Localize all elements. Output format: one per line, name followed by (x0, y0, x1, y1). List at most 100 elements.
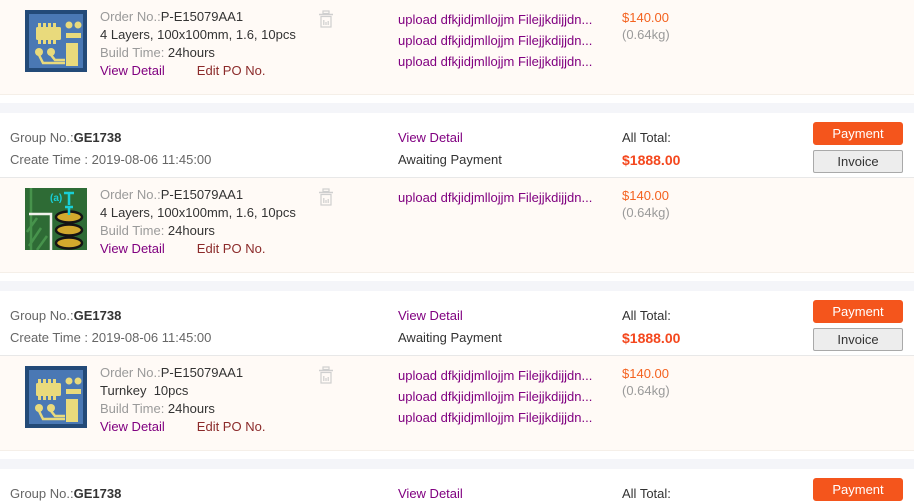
group-status: Awaiting Payment (398, 330, 502, 345)
all-total-label: All Total: (622, 486, 671, 501)
order-no-label: Order No.: (100, 187, 161, 202)
edit-po-link[interactable]: Edit PO No. (196, 241, 266, 256)
order-price: $140.00 (622, 366, 669, 381)
upload-file-link[interactable]: upload dfkjidjmllojjm Filejjkdijjdn... (398, 190, 593, 205)
upload-file-link[interactable]: upload dfkjidjmllojjm Filejjkdijjdn... (398, 33, 593, 48)
price-column: $140.00 (0.64kg) (622, 187, 670, 221)
trash-icon (318, 10, 334, 28)
payment-button[interactable]: Payment (813, 122, 903, 145)
upload-files: upload dfkjidjmllojjm Filejjkdijjdn... (398, 187, 592, 208)
order-price: $140.00 (622, 188, 669, 203)
create-time-value: 2019-08-06 11:45:00 (91, 152, 212, 167)
separator-band (0, 281, 914, 291)
group-total-col: All Total: $1888.00 (622, 127, 680, 171)
group-info: Group No.:GE1738 Create Time : 2019-08-0… (10, 483, 211, 501)
upload-file-link[interactable]: upload dfkjidjmllojjm Filejjkdijjdn... (398, 54, 593, 69)
order-no-label: Order No.: (100, 365, 161, 380)
build-time-value: 24hours (167, 45, 215, 60)
group-total-col: All Total: $1888.00 (622, 483, 680, 501)
order-spec: Turnkey 10pcs (100, 383, 189, 398)
order-weight: (0.64kg) (622, 27, 670, 42)
group-header-row: Group No.:GE1738 Create Time : 2019-08-0… (0, 113, 914, 178)
pcb-thumbnail-blue (25, 366, 87, 428)
group-header-row: Group No.:GE1738 Create Time : 2019-08-0… (0, 291, 914, 356)
order-info: Order No.:P-E15079AA1 4 Layers, 100x100m… (100, 186, 296, 258)
build-time-line: Build Time: 24hours (100, 222, 296, 240)
build-time-value: 24hours (167, 401, 215, 416)
payment-button[interactable]: Payment (813, 478, 903, 501)
all-total-value: $1888.00 (622, 152, 681, 168)
order-item-row: Order No.:P-E15079AA1 4 Layers, 100x100m… (0, 0, 914, 95)
all-total-value: $1888.00 (622, 330, 681, 346)
delete-order-button[interactable] (318, 10, 334, 28)
upload-file-link[interactable]: upload dfkjidjmllojjm Filejjkdijjdn... (398, 410, 593, 425)
upload-file-link[interactable]: upload dfkjidjmllojjm Filejjkdijjdn... (398, 389, 593, 404)
group-info: Group No.:GE1738 Create Time : 2019-08-0… (10, 127, 211, 171)
group-header-row: Group No.:GE1738 Create Time : 2019-08-0… (0, 469, 914, 501)
group-view-detail-link[interactable]: View Detail (398, 486, 463, 501)
view-detail-link[interactable]: View Detail (100, 419, 165, 434)
trash-icon (318, 366, 334, 384)
group-status-col: View Detail Awaiting Payment (398, 483, 502, 501)
create-time-label: Create Time : (10, 330, 92, 345)
all-total-label: All Total: (622, 130, 671, 145)
payment-button[interactable]: Payment (813, 300, 903, 323)
order-weight: (0.64kg) (622, 383, 670, 398)
section-gap (0, 273, 914, 281)
trash-icon (318, 188, 334, 206)
invoice-button[interactable]: Invoice (813, 150, 903, 173)
build-time-label: Build Time: (100, 45, 168, 60)
create-time-line: Create Time : 2019-08-06 11:45:00 (10, 327, 211, 349)
group-no-value: GE1738 (73, 486, 122, 501)
invoice-button[interactable]: Invoice (813, 328, 903, 351)
create-time-line: Create Time : 2019-08-06 11:45:00 (10, 149, 211, 171)
group-no-line: Group No.:GE1738 (10, 127, 211, 149)
group-status: Awaiting Payment (398, 152, 502, 167)
section-gap (0, 451, 914, 459)
order-info: Order No.:P-E15079AA1 4 Layers, 100x100m… (100, 8, 296, 80)
upload-files: upload dfkjidjmllojjm Filejjkdijjdn... u… (398, 365, 592, 428)
upload-file-link[interactable]: upload dfkjidjmllojjm Filejjkdijjdn... (398, 12, 593, 27)
order-no-value: P-E15079AA1 (160, 365, 244, 380)
group-info: Group No.:GE1738 Create Time : 2019-08-0… (10, 305, 211, 349)
order-spec: 4 Layers, 100x100mm, 1.6, 10pcs (100, 27, 296, 42)
pcb-thumbnail-blue (25, 10, 87, 72)
order-no-line: Order No.:P-E15079AA1 (100, 364, 265, 382)
view-detail-link[interactable]: View Detail (100, 63, 165, 78)
order-item-row: Order No.:P-E15079AA1 Turnkey 10pcs Buil… (0, 356, 914, 451)
order-no-line: Order No.:P-E15079AA1 (100, 186, 296, 204)
upload-file-link[interactable]: upload dfkjidjmllojjm Filejjkdijjdn... (398, 368, 593, 383)
group-no-value: GE1738 (73, 308, 122, 323)
group-view-detail-link[interactable]: View Detail (398, 130, 463, 145)
order-spec: 4 Layers, 100x100mm, 1.6, 10pcs (100, 205, 296, 220)
build-time-label: Build Time: (100, 401, 168, 416)
all-total-label: All Total: (622, 308, 671, 323)
section-gap (0, 95, 914, 103)
group-no-label: Group No.: (10, 486, 74, 501)
order-no-value: P-E15079AA1 (160, 187, 244, 202)
group-status-col: View Detail Awaiting Payment (398, 305, 502, 349)
order-price: $140.00 (622, 10, 669, 25)
order-no-label: Order No.: (100, 9, 161, 24)
view-detail-link[interactable]: View Detail (100, 241, 165, 256)
build-time-line: Build Time: 24hours (100, 400, 265, 418)
group-status-col: View Detail Awaiting Payment (398, 127, 502, 171)
separator-band (0, 459, 914, 469)
group-no-value: GE1738 (73, 130, 122, 145)
build-time-label: Build Time: (100, 223, 168, 238)
upload-files: upload dfkjidjmllojjm Filejjkdijjdn... u… (398, 9, 592, 72)
group-no-label: Group No.: (10, 130, 74, 145)
edit-po-link[interactable]: Edit PO No. (196, 419, 266, 434)
pcb-thumbnail-green (25, 188, 87, 250)
delete-order-button[interactable] (318, 366, 334, 384)
order-no-line: Order No.:P-E15079AA1 (100, 8, 296, 26)
build-time-value: 24hours (167, 223, 215, 238)
delete-order-button[interactable] (318, 188, 334, 206)
price-column: $140.00 (0.64kg) (622, 9, 670, 43)
group-view-detail-link[interactable]: View Detail (398, 308, 463, 323)
order-no-value: P-E15079AA1 (160, 9, 244, 24)
edit-po-link[interactable]: Edit PO No. (196, 63, 266, 78)
order-links: View Detail Edit PO No. (100, 240, 296, 258)
group-no-line: Group No.:GE1738 (10, 483, 211, 501)
